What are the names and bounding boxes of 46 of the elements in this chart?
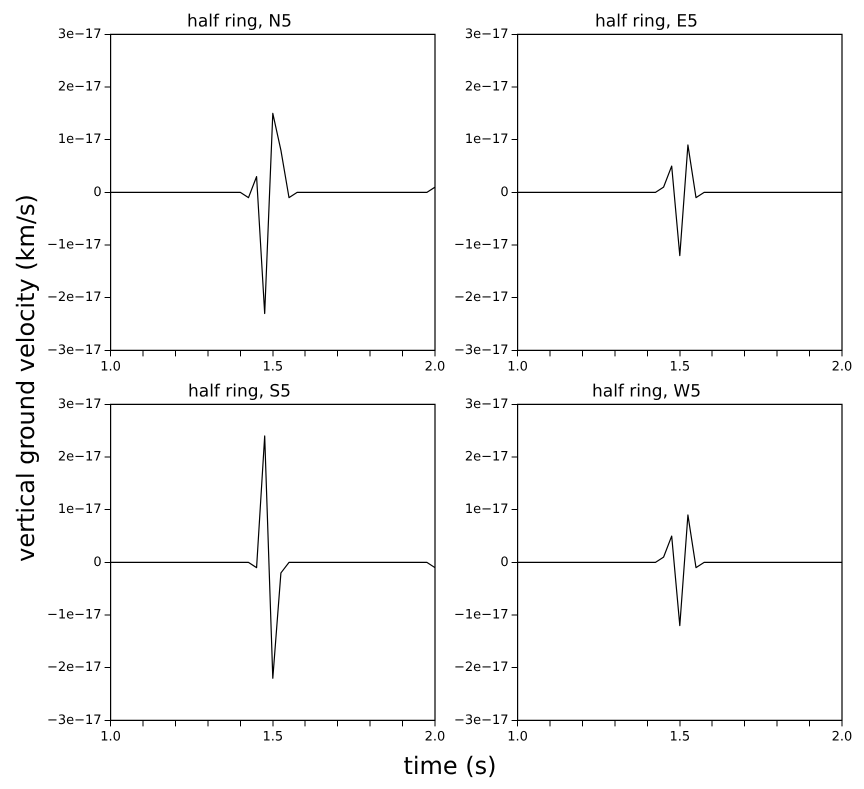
y-tick-label: −1e−17 (46, 237, 102, 252)
y-tick-label: 2e−17 (464, 79, 509, 94)
x-axis-title: time (s) (402, 752, 498, 780)
y-tick-label: 2e−17 (464, 449, 509, 464)
y-tick-label: −2e−17 (46, 290, 102, 306)
y-tick-label: −3e−17 (454, 712, 509, 728)
y-tick-label: −1e−17 (46, 607, 102, 622)
y-tick-label: −1e−17 (454, 607, 509, 622)
x-tick-label: 1.5 (669, 730, 690, 745)
x-tick-label: 1.0 (507, 730, 528, 745)
x-tick-label: 2.0 (424, 360, 446, 375)
y-tick-label: 3e−17 (58, 396, 102, 412)
chart-title: half ring, E5 (595, 12, 698, 32)
x-tick-label: 1.5 (262, 360, 284, 375)
y-tick-label: −3e−17 (46, 342, 102, 358)
y-tick-label: −2e−17 (46, 660, 102, 676)
y-tick-label: 0 (93, 554, 102, 570)
y-axis-title: vertical ground velocity (km/s) (12, 194, 40, 562)
y-tick-label: −2e−17 (454, 660, 509, 676)
y-tick-label: 3e−17 (464, 26, 509, 42)
x-tick-label: 2.0 (424, 730, 446, 745)
y-tick-label: −2e−17 (454, 290, 509, 306)
y-tick-label: 3e−17 (464, 396, 509, 412)
y-tick-label: 2e−17 (58, 79, 102, 94)
x-tick-label: 1.5 (262, 730, 284, 745)
y-tick-label: 0 (93, 184, 102, 200)
x-tick-label: 1.0 (100, 730, 121, 745)
y-tick-label: −1e−17 (454, 237, 509, 252)
chart-title: half ring, N5 (187, 12, 292, 32)
chart-title: half ring, W5 (592, 382, 702, 402)
y-tick-label: 1e−17 (464, 502, 509, 518)
y-tick-label: 2e−17 (58, 449, 102, 464)
x-tick-label: 1.0 (507, 360, 528, 375)
x-tick-label: 2.0 (832, 730, 852, 745)
y-tick-label: 1e−17 (464, 132, 509, 148)
chart-title: half ring, S5 (188, 382, 291, 402)
y-tick-label: 1e−17 (58, 132, 102, 148)
x-tick-label: 2.0 (832, 360, 852, 375)
x-tick-label: 1.5 (669, 360, 690, 375)
y-tick-label: −3e−17 (454, 342, 509, 358)
y-tick-label: 0 (500, 554, 509, 570)
y-tick-label: 1e−17 (58, 502, 102, 518)
y-tick-label: 3e−17 (58, 26, 102, 42)
x-tick-label: 1.0 (100, 360, 121, 375)
y-tick-label: −3e−17 (46, 712, 102, 728)
y-tick-label: 0 (500, 184, 509, 200)
